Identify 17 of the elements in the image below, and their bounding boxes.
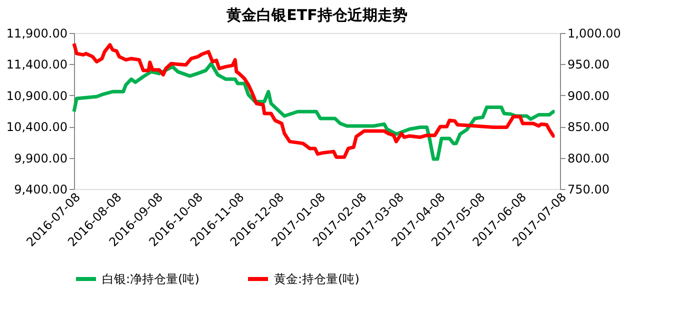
y2-tick-label: 900.00 bbox=[568, 88, 610, 103]
line-series bbox=[72, 62, 556, 161]
chart-title: 黄金白银ETF持仓近期走势 bbox=[226, 6, 408, 24]
line-series bbox=[72, 42, 556, 159]
y-tick-label: 10,900.00 bbox=[6, 88, 68, 103]
y2-tick-label: 1,000.00 bbox=[568, 26, 621, 40]
legend-label: 黄金:持仓量(吨) bbox=[274, 272, 360, 286]
legend-label: 白银:净持仓量(吨) bbox=[102, 272, 200, 286]
y-tick-label: 9,900.00 bbox=[14, 151, 68, 166]
y-tick-label: 9,400.00 bbox=[14, 182, 68, 196]
y-tick-label: 11,900.00 bbox=[6, 26, 68, 40]
y-tick-label: 10,400.00 bbox=[6, 120, 68, 134]
y2-tick-label: 800.00 bbox=[568, 151, 610, 166]
y2-tick-label: 750.00 bbox=[568, 182, 610, 196]
y-tick-label: 11,400.00 bbox=[6, 58, 68, 72]
y2-tick-label: 850.00 bbox=[568, 120, 610, 134]
y2-tick-label: 950.00 bbox=[568, 58, 610, 72]
